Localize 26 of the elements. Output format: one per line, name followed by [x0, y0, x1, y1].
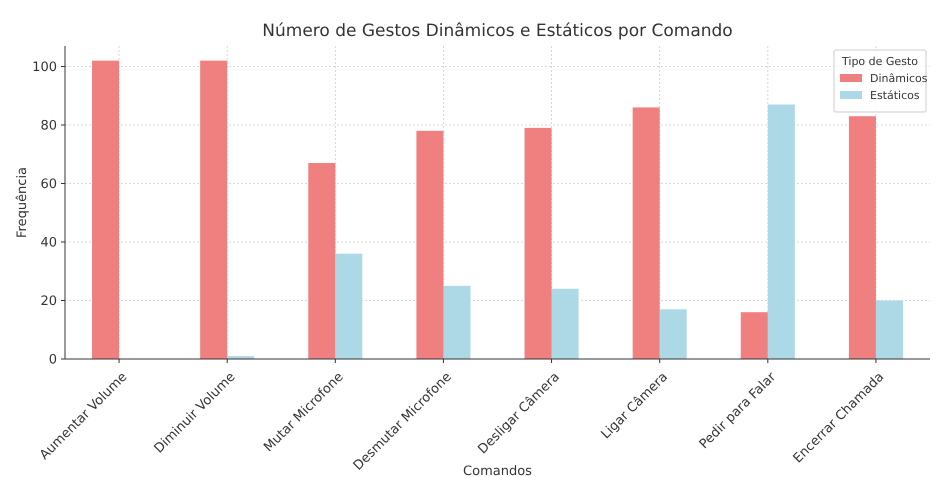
bar	[632, 107, 660, 359]
bar	[848, 116, 876, 359]
legend-label: Dinâmicos	[870, 72, 928, 85]
y-tick-label: 40	[40, 236, 57, 251]
bar	[660, 309, 687, 359]
bar	[524, 128, 552, 359]
bar	[740, 312, 768, 359]
chart-title: Número de Gestos Dinâmicos e Estáticos por Comando	[262, 21, 733, 41]
bar	[443, 286, 470, 359]
y-tick-label: 60	[40, 177, 57, 192]
legend-label: Estáticos	[870, 89, 920, 102]
x-axis-title: Comandos	[463, 464, 532, 477]
legend-title: Tipo de Gesto	[841, 55, 918, 68]
bar	[876, 300, 903, 359]
y-tick-label: 80	[40, 118, 57, 134]
bar	[92, 60, 120, 359]
bar	[200, 60, 228, 359]
y-tick-label: 0	[48, 352, 57, 368]
bar	[308, 163, 336, 359]
y-tick-label: 20	[40, 294, 57, 310]
bar	[768, 104, 795, 359]
y-axis-title: Frequência	[15, 166, 30, 238]
bar	[552, 288, 579, 359]
bar	[335, 254, 362, 359]
y-tick-label: 100	[32, 60, 57, 76]
bar	[416, 130, 444, 359]
